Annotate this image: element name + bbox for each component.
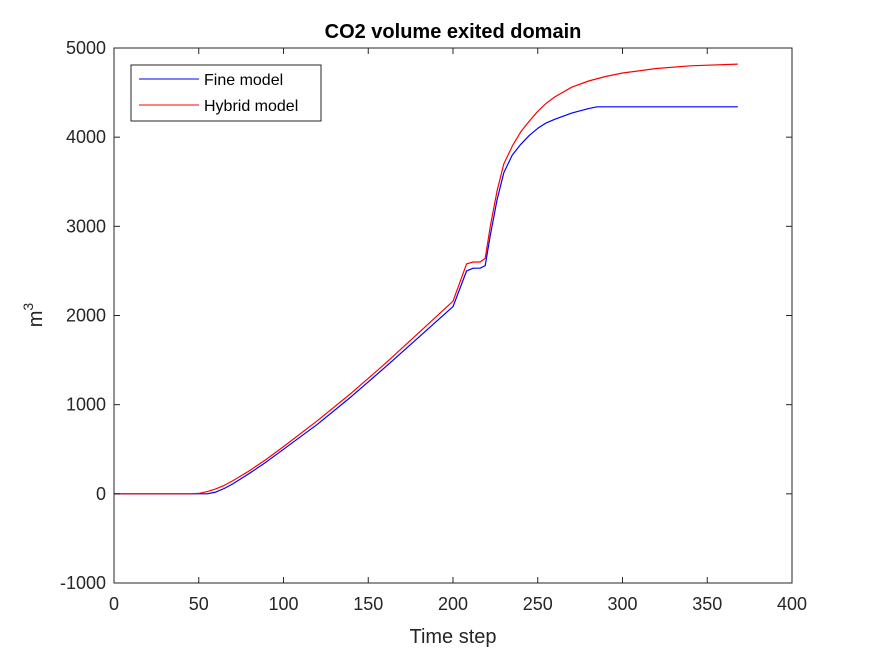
x-tick-label: 200 [438, 594, 468, 614]
series-line-hybrid-model [114, 63, 738, 495]
x-axis-label: Time step [409, 626, 496, 648]
y-tick-label: 1000 [66, 395, 106, 415]
y-axis-label-superscript: 3 [20, 303, 36, 311]
legend: Fine model Hybrid model [130, 64, 322, 122]
y-tick-label: 4000 [66, 127, 106, 147]
x-tick-label: 100 [268, 594, 298, 614]
x-tick-label: 150 [353, 594, 383, 614]
axis-ticks [113, 47, 793, 584]
legend-label-fine-model: Fine model [204, 72, 283, 89]
y-axis-label: m3 [20, 303, 47, 328]
axis-tick-labels: 0 50 100 150 200 250 300 350 400-100001000200030… [60, 38, 807, 614]
y-tick-label: -1000 [60, 573, 106, 593]
x-tick-label: 400 [777, 594, 807, 614]
legend-box [130, 64, 322, 122]
series-line-fine-model [114, 106, 738, 495]
y-tick-label: 5000 [66, 38, 106, 58]
y-tick-label: 2000 [66, 306, 106, 326]
y-axis-label-group: m3 [20, 303, 47, 328]
y-tick-label: 3000 [66, 216, 106, 236]
series-lines [114, 63, 738, 495]
x-tick-label: 250 [523, 594, 553, 614]
x-tick-label: 350 [692, 594, 722, 614]
plot-area [114, 48, 792, 583]
x-tick-label: 50 [189, 594, 209, 614]
y-axis-label-base: m [25, 311, 47, 328]
legend-label-hybrid-model: Hybrid model [204, 98, 298, 115]
chart-title: CO2 volume exited domain [325, 21, 582, 43]
y-tick-label: 0 [96, 484, 106, 504]
x-tick-label: 300 [607, 594, 637, 614]
x-tick-label: 0 [109, 594, 119, 614]
